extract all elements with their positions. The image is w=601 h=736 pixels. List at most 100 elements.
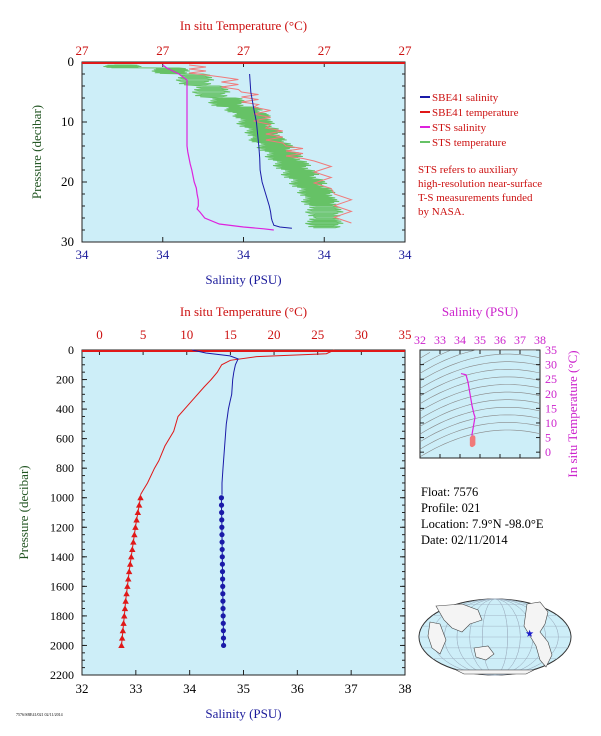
main-salinity-line [192, 349, 239, 495]
deep-salinity-marker [220, 598, 226, 604]
deep-salinity-marker [218, 495, 225, 501]
deep-temperature-marker [118, 642, 125, 649]
ts-salinity-tick-label: 38 [534, 333, 546, 347]
top-pressure-tick-label: 20 [61, 174, 74, 189]
density-contour [419, 406, 541, 435]
main-temperature-tick-label: 5 [140, 327, 147, 342]
main-pressure-tick-label: 800 [56, 461, 74, 475]
ts-temperature-tick-label: 15 [545, 401, 557, 415]
ts-deep-marker [471, 435, 476, 440]
density-contour [419, 349, 540, 374]
deep-salinity-marker [219, 532, 225, 538]
deep-salinity-marker [219, 517, 225, 523]
deep-salinity-marker [220, 583, 226, 589]
ts-salinity-tick-label: 35 [474, 333, 486, 347]
main-salinity-tick-label: 38 [399, 681, 412, 696]
main-salinity-axis-title: Salinity (PSU) [205, 706, 281, 721]
main-salinity-tick-label: 36 [291, 681, 305, 696]
main-temperature-tick-label: 10 [180, 327, 193, 342]
map-landmass [455, 669, 535, 675]
ts-temperature-tick-label: 20 [545, 387, 557, 401]
main-pressure-tick-label: 600 [56, 432, 74, 446]
deep-temperature-marker [125, 575, 132, 582]
main-temperature-tick-label: 15 [224, 327, 237, 342]
top-pressure-tick-label: 0 [68, 54, 75, 69]
top-salinity-axis-title: Salinity (PSU) [205, 272, 281, 287]
deep-salinity-marker [219, 539, 225, 545]
density-contour [419, 350, 451, 367]
top-pressure-axis-title: Pressure (decibar) [29, 105, 44, 199]
ts-temperature-tick-label: 0 [545, 445, 551, 459]
main-pressure-tick-label: 2000 [50, 638, 74, 652]
main-pressure-axis-title: Pressure (decibar) [16, 465, 31, 559]
density-contour [419, 399, 541, 427]
top-temperature-axis-title: In situ Temperature (°C) [180, 18, 307, 33]
main-temperature-tick-label: 25 [311, 327, 324, 342]
deep-temperature-marker [119, 627, 127, 634]
top-salinity-tick-label: 34 [318, 247, 332, 262]
deep-temperature-marker [118, 634, 126, 641]
deep-temperature-marker [120, 620, 127, 626]
ts-temperature-tick-label: 30 [545, 358, 557, 372]
deep-salinity-marker [220, 620, 226, 626]
deep-temperature-marker [133, 516, 140, 523]
deep-salinity-marker [220, 628, 226, 634]
legend-label: SBE41 salinity [432, 92, 499, 104]
deep-temperature-marker [124, 583, 131, 589]
deep-temperature-marker [130, 538, 137, 545]
map-landmass [473, 645, 495, 661]
ts-temperature-tick-label: 5 [545, 431, 551, 445]
top-salinity-tick-label: 34 [237, 247, 251, 262]
ts-temperature-tick-label: 10 [545, 416, 557, 430]
ts-salinity-axis-title: Salinity (PSU) [442, 304, 518, 319]
ts-salinity-tick-label: 32 [414, 333, 426, 347]
main-pressure-tick-label: 2200 [50, 668, 74, 682]
main-temperature-line [140, 349, 335, 496]
map-landmass [435, 603, 483, 633]
ts-salinity-tick-label: 33 [434, 333, 446, 347]
main-salinity-tick-label: 33 [129, 681, 142, 696]
sts-salinity-line [162, 64, 274, 231]
main-pressure-tick-label: 1000 [50, 491, 74, 505]
float-location-marker [525, 629, 534, 637]
density-contour [419, 353, 541, 382]
deep-temperature-marker [126, 561, 134, 567]
density-contour [419, 384, 541, 412]
deep-salinity-marker [219, 561, 225, 567]
deep-salinity-marker [220, 613, 226, 619]
deep-temperature-marker [128, 553, 135, 560]
ts-salinity-tick-label: 37 [514, 333, 526, 347]
footnote: 7576/SBE41/021 02/11/2014 [16, 712, 63, 717]
deep-temperature-marker [125, 568, 133, 575]
top-salinity-tick-label: 34 [399, 247, 413, 262]
profile-date: Date: 02/11/2014 [421, 533, 508, 547]
main-pressure-tick-label: 200 [56, 373, 74, 387]
main-pressure-tick-label: 1400 [50, 550, 74, 564]
main-pressure-tick-label: 0 [68, 343, 74, 357]
main-salinity-tick-label: 35 [237, 681, 250, 696]
main-salinity-tick-label: 32 [76, 681, 89, 696]
deep-temperature-marker [122, 597, 129, 604]
deep-temperature-marker [129, 546, 136, 552]
top-temperature-tick-label: 27 [318, 43, 332, 58]
top-plot-area [81, 61, 406, 243]
density-contour [419, 361, 541, 389]
map-landmass [427, 621, 447, 655]
deep-salinity-marker [219, 524, 225, 530]
main-temperature-tick-label: 30 [355, 327, 368, 342]
ts-plot-area [419, 349, 541, 459]
deep-salinity-marker [218, 502, 225, 508]
density-contour [419, 414, 541, 442]
main-salinity-tick-label: 37 [345, 681, 359, 696]
main-temperature-tick-label: 0 [96, 327, 103, 342]
legend-label: STS temperature [432, 137, 506, 149]
main-pressure-tick-label: 400 [56, 402, 74, 416]
density-contour [419, 376, 541, 404]
float-info: Float: 7576 Profile: 021 Location: 7.9°N… [421, 484, 543, 548]
deep-temperature-marker [134, 509, 142, 516]
main-temperature-axis-title: In situ Temperature (°C) [180, 304, 307, 319]
deep-salinity-marker [219, 568, 226, 575]
main-pressure-tick-label: 1800 [50, 609, 74, 623]
ts-temperature-tick-label: 35 [545, 343, 557, 357]
